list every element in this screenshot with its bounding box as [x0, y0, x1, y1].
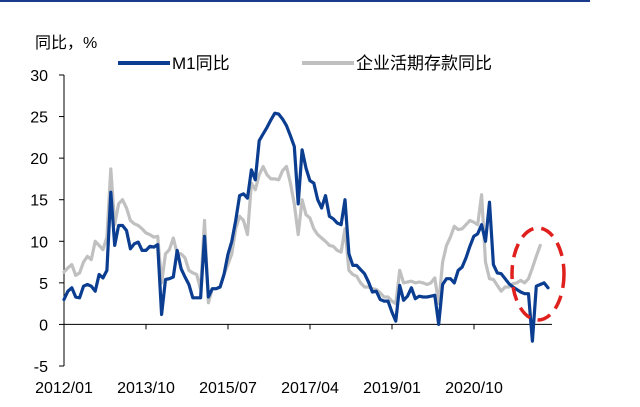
y-tick-label: 15 [30, 193, 48, 210]
y-tick-label: 25 [30, 110, 48, 127]
legend: M1同比 企业活期存款同比 [118, 54, 492, 73]
series-line-m1 [62, 111, 550, 343]
series-line-deposits [62, 164, 542, 306]
series-lines [62, 111, 550, 343]
x-tick-label: 2012/01 [35, 380, 93, 397]
y-tick-label: 0 [39, 317, 48, 334]
x-tick-label: 2017/04 [281, 380, 339, 397]
x-axis: 2012/01 2013/10 2015/07 2017/04 2019/01 2020/… [35, 323, 552, 397]
x-tick-label: 2020/10 [445, 380, 503, 397]
y-tick-label: 5 [39, 276, 48, 293]
x-tick-label: 2019/01 [363, 380, 421, 397]
y-tick-label: 30 [30, 68, 48, 85]
legend-label-m1: M1同比 [172, 54, 230, 73]
highlight-circle [510, 226, 566, 322]
y-tick-label: 10 [30, 234, 48, 251]
x-tick-label: 2013/10 [117, 380, 175, 397]
y-tick-label: -5 [34, 359, 48, 376]
x-tick-label: 2015/07 [199, 380, 257, 397]
y-tick-label: 20 [30, 151, 48, 168]
header-rule [0, 0, 590, 2]
y-axis: 30 25 20 15 10 5 0 -5 [30, 68, 65, 376]
legend-label-deposits: 企业活期存款同比 [356, 54, 492, 73]
y-axis-unit-label: 同比，% [35, 34, 97, 52]
